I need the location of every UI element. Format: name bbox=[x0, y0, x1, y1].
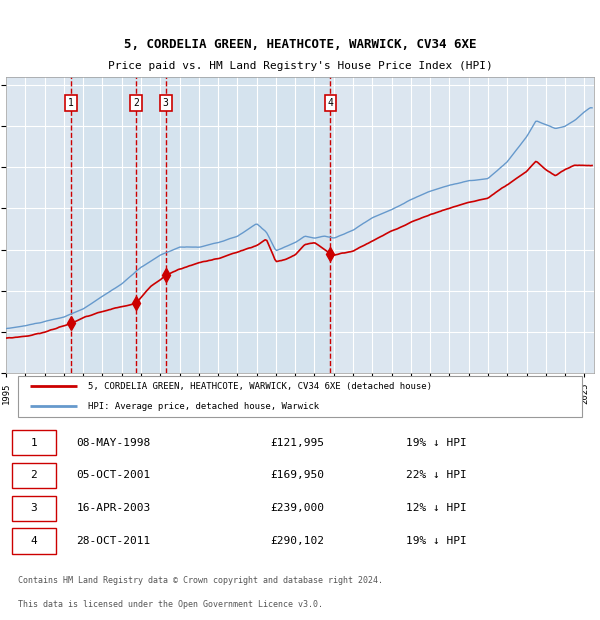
FancyBboxPatch shape bbox=[12, 463, 56, 488]
Text: 4: 4 bbox=[30, 536, 37, 546]
Text: 12% ↓ HPI: 12% ↓ HPI bbox=[406, 503, 467, 513]
Text: 28-OCT-2011: 28-OCT-2011 bbox=[77, 536, 151, 546]
Text: £169,950: £169,950 bbox=[271, 471, 325, 480]
Text: 19% ↓ HPI: 19% ↓ HPI bbox=[406, 438, 467, 448]
Text: 5, CORDELIA GREEN, HEATHCOTE, WARWICK, CV34 6XE (detached house): 5, CORDELIA GREEN, HEATHCOTE, WARWICK, C… bbox=[88, 381, 433, 391]
Text: £290,102: £290,102 bbox=[271, 536, 325, 546]
Bar bbox=[71, 77, 331, 373]
Text: 4: 4 bbox=[328, 99, 334, 108]
Text: 22% ↓ HPI: 22% ↓ HPI bbox=[406, 471, 467, 480]
Text: 1: 1 bbox=[68, 99, 74, 108]
FancyBboxPatch shape bbox=[12, 430, 56, 455]
Text: This data is licensed under the Open Government Licence v3.0.: This data is licensed under the Open Gov… bbox=[18, 600, 323, 609]
FancyBboxPatch shape bbox=[18, 376, 582, 417]
Text: 16-APR-2003: 16-APR-2003 bbox=[77, 503, 151, 513]
Text: 5, CORDELIA GREEN, HEATHCOTE, WARWICK, CV34 6XE: 5, CORDELIA GREEN, HEATHCOTE, WARWICK, C… bbox=[124, 38, 476, 51]
Text: 19% ↓ HPI: 19% ↓ HPI bbox=[406, 536, 467, 546]
Text: 05-OCT-2001: 05-OCT-2001 bbox=[77, 471, 151, 480]
Text: 3: 3 bbox=[163, 99, 169, 108]
Text: Price paid vs. HM Land Registry's House Price Index (HPI): Price paid vs. HM Land Registry's House … bbox=[107, 61, 493, 71]
Text: 1: 1 bbox=[30, 438, 37, 448]
Text: £121,995: £121,995 bbox=[271, 438, 325, 448]
FancyBboxPatch shape bbox=[12, 528, 56, 554]
Text: 3: 3 bbox=[30, 503, 37, 513]
Text: Contains HM Land Registry data © Crown copyright and database right 2024.: Contains HM Land Registry data © Crown c… bbox=[18, 576, 383, 585]
Text: 08-MAY-1998: 08-MAY-1998 bbox=[77, 438, 151, 448]
FancyBboxPatch shape bbox=[12, 495, 56, 521]
Text: HPI: Average price, detached house, Warwick: HPI: Average price, detached house, Warw… bbox=[88, 402, 319, 410]
Text: 2: 2 bbox=[30, 471, 37, 480]
Text: 2: 2 bbox=[133, 99, 139, 108]
Text: £239,000: £239,000 bbox=[271, 503, 325, 513]
